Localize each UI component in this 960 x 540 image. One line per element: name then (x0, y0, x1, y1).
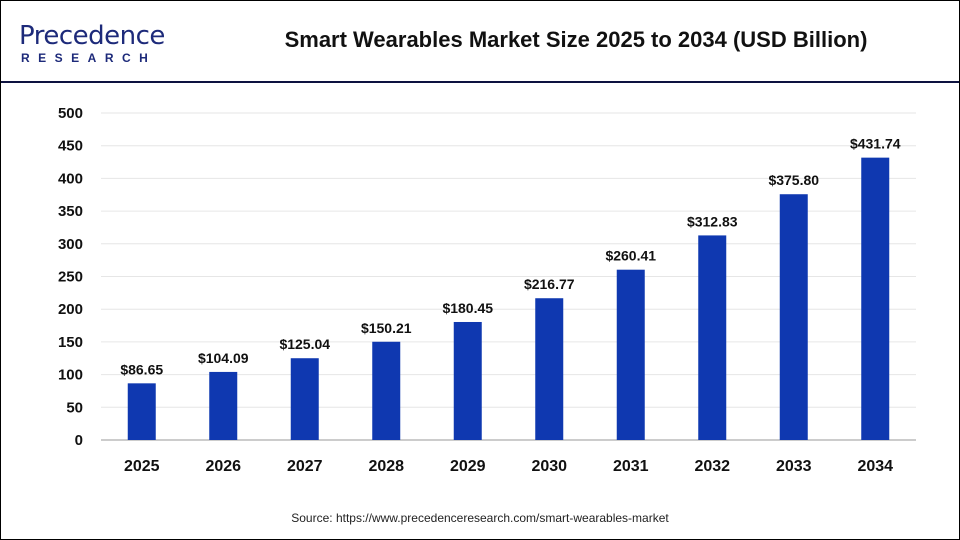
source-note: Source: https://www.precedenceresearch.c… (291, 511, 669, 525)
header-divider (1, 81, 959, 83)
bar (209, 371, 238, 440)
x-tick-label: 2027 (287, 458, 323, 475)
y-tick-label: 500 (58, 105, 83, 122)
x-tick-label: 2031 (613, 458, 649, 475)
logo-wordmark: Precedence (19, 21, 165, 51)
y-tick-label: 250 (58, 269, 83, 286)
data-label: $375.80 (768, 172, 819, 188)
x-tick-label: 2033 (776, 458, 812, 475)
data-label: $86.65 (120, 361, 163, 377)
data-label: $312.83 (687, 213, 738, 229)
x-tick-label: 2034 (857, 458, 893, 475)
bar (372, 341, 401, 440)
bar (535, 298, 564, 440)
logo-subtitle: RESEARCH (21, 51, 157, 65)
data-label: $260.41 (605, 248, 656, 264)
data-label: $104.09 (198, 350, 249, 366)
data-label: $150.21 (361, 320, 412, 336)
y-tick-label: 450 (58, 138, 83, 155)
bar (861, 157, 890, 441)
y-tick-label: 0 (75, 432, 83, 449)
bar (127, 383, 156, 440)
data-label: $431.74 (850, 136, 901, 152)
x-tick-label: 2026 (205, 458, 241, 475)
bar (453, 321, 482, 440)
logo: Precedence RESEARCH (19, 21, 165, 65)
x-tick-label: 2029 (450, 458, 486, 475)
data-label: $180.45 (442, 300, 493, 316)
x-tick-label: 2025 (124, 458, 160, 475)
bar (779, 194, 808, 440)
x-tick-label: 2032 (694, 458, 730, 475)
chart-title: Smart Wearables Market Size 2025 to 2034… (284, 27, 868, 52)
bar (616, 269, 645, 440)
y-tick-label: 50 (66, 399, 83, 416)
bar (698, 235, 727, 440)
y-tick-label: 150 (58, 334, 83, 351)
bar (290, 358, 319, 440)
x-tick-label: 2028 (368, 458, 404, 475)
data-label: $216.77 (524, 276, 575, 292)
y-tick-label: 300 (58, 236, 83, 253)
data-label: $125.04 (279, 336, 330, 352)
y-tick-label: 100 (58, 367, 83, 384)
y-tick-label: 200 (58, 301, 83, 318)
y-tick-label: 400 (58, 170, 83, 187)
y-tick-label: 350 (58, 203, 83, 220)
x-tick-label: 2030 (531, 458, 567, 475)
